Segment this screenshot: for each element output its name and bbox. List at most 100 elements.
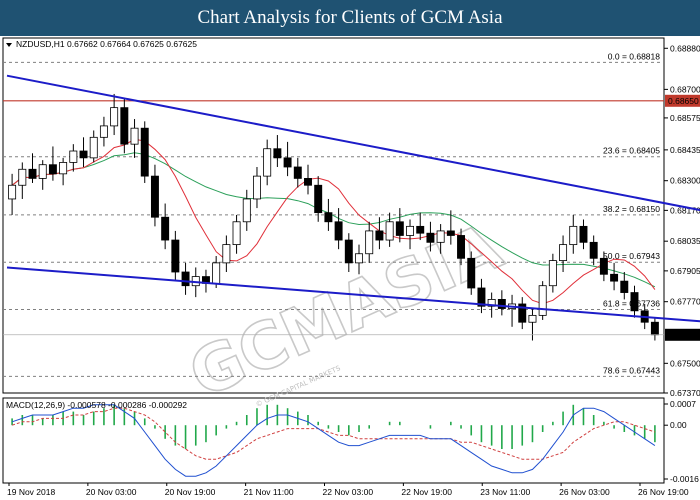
candle-body <box>79 150 88 159</box>
candle-body <box>212 262 221 284</box>
x-tick-label: 20 Nov 03:00 <box>86 487 137 497</box>
current-price-box <box>665 328 700 341</box>
fast-moving-average <box>11 138 656 305</box>
fib-level-label: 0.0 = 0.68818 <box>608 51 661 61</box>
dropdown-triangle-icon <box>6 43 12 47</box>
candle-body <box>467 257 476 289</box>
candle-body <box>222 244 231 264</box>
macd-line <box>11 404 656 477</box>
macd-pane-frame <box>2 397 665 484</box>
candle-body <box>304 178 312 186</box>
y-tick-label: 0.68035 <box>670 236 700 246</box>
candle-body <box>395 221 404 236</box>
candle-body <box>334 221 343 241</box>
fib-level-label: 23.6 = 0.68405 <box>603 146 660 156</box>
candle-body <box>344 239 353 264</box>
candle-body <box>181 271 190 287</box>
upper-channel-line <box>6 74 700 212</box>
candle-body <box>406 225 414 236</box>
current-price-label: 0.67625 <box>668 330 699 340</box>
resistance-price-label: 0.68650 <box>668 96 699 106</box>
macd-y-tick-label: 0.00 <box>670 420 687 430</box>
banner: Chart Analysis for Clients of GCM Asia <box>0 0 700 36</box>
candle-body <box>283 157 292 168</box>
x-tick-label: 20 Nov 19:00 <box>165 487 216 497</box>
y-tick-label: 0.68435 <box>670 145 700 155</box>
y-tick-label: 0.68700 <box>670 84 700 94</box>
y-tick-label: 0.67905 <box>670 266 700 276</box>
candle-body <box>99 125 108 138</box>
candle-body <box>497 299 506 309</box>
candle-body <box>314 184 323 214</box>
candle-body <box>599 257 608 275</box>
candle-body <box>263 148 272 177</box>
candle-body <box>232 221 241 246</box>
banner-title: Chart Analysis for Clients of GCM Asia <box>197 7 503 28</box>
candle-body <box>150 175 159 218</box>
candle-body <box>324 212 333 223</box>
lower-channel-line <box>6 266 700 323</box>
candle-body <box>610 273 619 282</box>
y-tick-label: 0.68300 <box>670 176 700 186</box>
macd-signal-line <box>11 407 656 460</box>
fib-level-label: 78.6 = 0.67443 <box>603 365 660 375</box>
candle-body <box>548 260 557 287</box>
candle-body <box>375 230 384 241</box>
candle-body <box>426 232 435 243</box>
candle-body <box>518 303 527 323</box>
candle-body <box>28 168 37 179</box>
candle-body <box>446 230 455 236</box>
candle-body <box>293 166 302 179</box>
candle-body <box>620 280 629 293</box>
candle-body <box>487 299 496 307</box>
symbol-info: NZDUSD,H1 0.67662 0.67664 0.67625 0.6762… <box>16 39 197 49</box>
macd-y-tick-label: -0.0016 <box>670 474 699 484</box>
candle-body <box>161 216 170 241</box>
x-tick-label: 26 Nov 19:00 <box>638 487 689 497</box>
fib-level-label: 38.2 = 0.68150 <box>603 204 660 214</box>
macd-label: MACD(12,26,9) -0.000578 -0.000286 -0.000… <box>6 400 187 410</box>
candle-body <box>59 162 68 175</box>
candle-body <box>457 235 466 259</box>
candle-body <box>69 150 78 163</box>
x-tick-label: 23 Nov 11:00 <box>480 487 530 497</box>
candle-body <box>589 241 598 259</box>
candle-body <box>528 314 537 323</box>
candle-body <box>630 292 639 312</box>
y-tick-label: 0.67770 <box>670 297 700 307</box>
candle-body <box>559 244 568 261</box>
candle-body <box>89 136 98 159</box>
macd-y-tick-label: 0.0007 <box>670 399 696 409</box>
candle-body <box>273 148 282 159</box>
y-tick-label: 0.67500 <box>670 358 700 368</box>
candle-body <box>110 107 119 127</box>
candle-body <box>120 107 129 145</box>
price-chart: GCMASIA© GCM CAPITAL MARKETS0.688800.687… <box>2 37 700 497</box>
chart-frame: GCMASIA © GCM CAPITAL MARKETS 0.68880 0.687… <box>0 36 700 500</box>
candle-body <box>8 184 17 200</box>
candle-body <box>171 239 180 273</box>
x-tick-label: 22 Nov 19:00 <box>401 487 452 497</box>
candle-body <box>569 225 578 246</box>
y-tick-label: 0.68170 <box>670 205 700 215</box>
y-tick-label: 0.67370 <box>670 388 700 398</box>
candle-body <box>436 230 445 243</box>
x-tick-label: 22 Nov 03:00 <box>323 487 374 497</box>
candle-body <box>538 285 547 316</box>
y-tick-label: 0.68880 <box>670 43 700 53</box>
candle-body <box>140 127 149 177</box>
candle-body <box>253 175 261 200</box>
candle-body <box>18 168 27 186</box>
y-tick-label: 0.68575 <box>670 113 700 123</box>
x-tick-label: 19 Nov 2018 <box>7 487 55 497</box>
candle-body <box>48 164 57 175</box>
candle-body <box>650 321 659 336</box>
candle-body <box>242 198 251 223</box>
candle-body <box>38 164 47 179</box>
candle-body <box>477 287 486 307</box>
x-tick-label: 26 Nov 03:00 <box>559 487 610 497</box>
candle-body <box>355 253 363 264</box>
fib-level-label: 50.0 = 0.67943 <box>603 251 660 261</box>
candle-body <box>416 225 425 234</box>
candle-body <box>365 230 374 255</box>
